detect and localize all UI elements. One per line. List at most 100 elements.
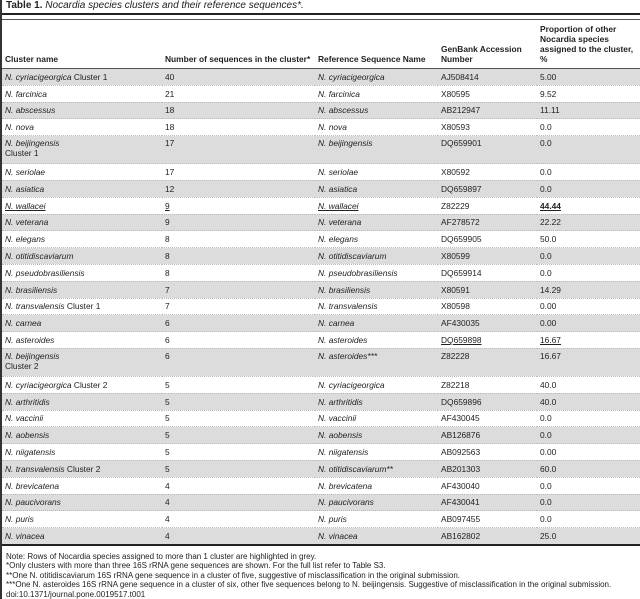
- cell-accession-text: X80593: [441, 122, 470, 133]
- cell-cluster-name: N. seriolae: [2, 163, 162, 181]
- note-star1: *Only clusters with more than three 16S …: [6, 561, 386, 571]
- cell-count: 21: [162, 85, 315, 103]
- table-row: N. paucivorans 4 N. paucivorans AF430041 0.0: [2, 494, 640, 512]
- table-row: N. pseudobrasiliensis 8 N. pseudobrasilien…: [2, 264, 640, 282]
- col-reference-name: Reference Sequence Name: [315, 19, 438, 69]
- cell-cluster-name-text: N. cyriacigeorgica: [5, 71, 72, 82]
- cell-cluster-name: N. carnea: [2, 314, 162, 333]
- cell-accession-text: X80595: [441, 88, 470, 99]
- cell-cluster-name-text: N. arthritidis: [5, 396, 50, 407]
- cell-accession-text: DQ659901: [441, 138, 482, 149]
- cell-accession: X80598: [438, 298, 537, 316]
- cell-proportion: 0.0: [537, 247, 640, 265]
- cell-proportion-text: 50.0: [540, 234, 557, 245]
- cell-cluster-name: N. paucivorans: [2, 494, 162, 512]
- cell-reference-name-text: N. otitidiscaviarum**: [318, 463, 393, 474]
- cell-proportion-text: 11.11: [540, 105, 560, 116]
- cell-reference-name: N. brasiliensis: [315, 281, 438, 299]
- cell-cluster-name-text: N. niigatensis: [5, 447, 56, 458]
- table-row: N. beijingensis Cluster 1 17 N. beijingensi…: [2, 135, 640, 165]
- cell-count: 6: [162, 314, 315, 333]
- cell-cluster-name: N. puris: [2, 510, 162, 529]
- cell-proportion-text: 0.0: [540, 480, 552, 491]
- cell-reference-name: N. pseudobrasiliensis: [315, 264, 438, 282]
- cell-proportion: 44.44: [537, 197, 640, 215]
- cell-accession-text: AB097455: [441, 514, 481, 525]
- cell-count: 5: [162, 410, 315, 428]
- cell-reference-name: N. asteroides***: [315, 348, 438, 377]
- cell-count-text: 21: [165, 88, 175, 99]
- table-row: N. farcinica 21 N. farcinica X80595 9.52: [2, 85, 640, 103]
- cell-accession: AJ508414: [438, 68, 537, 86]
- cell-count: 18: [162, 118, 315, 137]
- cell-proportion-text: 14.29: [540, 284, 561, 295]
- cell-accession-text: DQ659905: [441, 234, 482, 245]
- cell-accession-text: AB092563: [441, 447, 481, 458]
- cell-cluster-name: N. nova: [2, 118, 162, 137]
- cell-reference-name-text: N. arthritidis: [318, 396, 363, 407]
- cell-accession: AF430041: [438, 494, 537, 512]
- cell-cluster-name: N. asiatica: [2, 180, 162, 198]
- cell-reference-name: N. seriolae: [315, 163, 438, 181]
- cell-accession: AB212947: [438, 102, 537, 120]
- cell-accession: X80591: [438, 281, 537, 299]
- cell-reference-name: N. beijingensis: [315, 135, 438, 165]
- cell-reference-name-text: N. asteroides***: [318, 350, 378, 361]
- col-cluster-name: Cluster name: [2, 19, 162, 69]
- cell-cluster-name: N. wallacei: [2, 197, 162, 215]
- cell-count: 8: [162, 230, 315, 249]
- cell-cluster-name: N. asteroides: [2, 331, 162, 349]
- cell-reference-name-text: N. otitidiscaviarum: [318, 251, 387, 262]
- cell-accession: DQ659896: [438, 393, 537, 411]
- cell-accession-text: X80592: [441, 167, 470, 178]
- note-star3: ***One N. asteroides 16S rRNA gene seque…: [6, 580, 612, 590]
- cell-cluster-name-text: N. otitidiscaviarum: [5, 251, 74, 262]
- cell-cluster-name: N. farcinica: [2, 85, 162, 103]
- cell-accession-text: AF430045: [441, 413, 480, 424]
- cell-cluster-name-text: N. vaccinii: [5, 413, 44, 424]
- cell-reference-name: N. paucivorans: [315, 494, 438, 512]
- cell-count-text: 17: [165, 138, 175, 149]
- cell-reference-name-text: N. niigatensis: [318, 447, 369, 458]
- cell-reference-name-text: N. cyriacigeorgica: [318, 379, 385, 390]
- cell-accession: DQ659897: [438, 180, 537, 198]
- cell-count: 5: [162, 460, 315, 478]
- cell-reference-name: N. asiatica: [315, 180, 438, 198]
- cell-accession: AB092563: [438, 443, 537, 461]
- cell-count-text: 4: [165, 480, 170, 491]
- table-row: N. vaccinii 5 N. vaccinii AF430045 0.0: [2, 410, 640, 428]
- cell-accession-text: X80591: [441, 284, 470, 295]
- cell-proportion: 9.52: [537, 85, 640, 103]
- cell-reference-name: N. farcinica: [315, 85, 438, 103]
- cell-reference-name: N. elegans: [315, 230, 438, 249]
- cell-cluster-name-text: N. beijingensis: [5, 138, 60, 149]
- table-row: N. elegans 8 N. elegans DQ659905 50.0: [2, 230, 640, 249]
- cell-accession-text: AB126876: [441, 430, 481, 441]
- cell-proportion-text: 60.0: [540, 463, 557, 474]
- table-row: N. seriolae 17 N. seriolae X80592 0.0: [2, 163, 640, 181]
- cell-proportion: 0.0: [537, 264, 640, 282]
- cell-count: 40: [162, 68, 315, 86]
- cell-proportion-text: 25.0: [540, 531, 557, 542]
- cell-count: 17: [162, 135, 315, 165]
- cluster-suffix: Cluster 2: [64, 463, 101, 474]
- cell-reference-name: N. vaccinii: [315, 410, 438, 428]
- cell-count: 5: [162, 426, 315, 445]
- cell-reference-name: N. asteroides: [315, 331, 438, 349]
- cluster-suffix: Cluster 1: [71, 71, 108, 82]
- cell-cluster-name-text: N. veterana: [5, 217, 49, 228]
- cell-cluster-name: N. cyriacigeorgica Cluster 2: [2, 376, 162, 394]
- cell-count-text: 4: [165, 531, 170, 542]
- cell-count-text: 4: [165, 514, 170, 525]
- cell-cluster-name-text: N. abscessus: [5, 105, 56, 116]
- cell-proportion-text: 0.0: [540, 413, 552, 424]
- cell-proportion: 40.0: [537, 376, 640, 394]
- cell-accession: AF430035: [438, 314, 537, 333]
- cell-cluster-name-text: N. farcinica: [5, 88, 47, 99]
- cell-reference-name-text: N. abscessus: [318, 105, 369, 116]
- cell-cluster-name-text: N. carnea: [5, 318, 42, 329]
- cluster-suffix: Cluster 1: [64, 301, 101, 312]
- cell-reference-name-text: N. carnea: [318, 318, 355, 329]
- cell-count: 18: [162, 102, 315, 120]
- cell-proportion-text: 40.0: [540, 379, 557, 390]
